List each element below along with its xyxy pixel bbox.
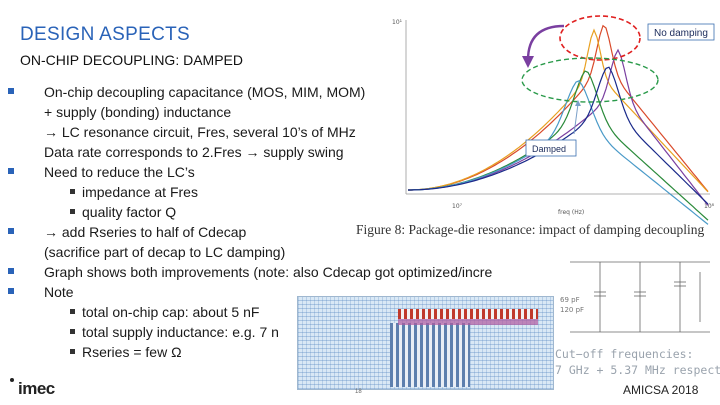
imec-logo: imec	[10, 378, 55, 399]
bullet-text: Data rate corresponds to 2.Fres → supply…	[44, 144, 344, 160]
bullet-list: On-chip decoupling capacitance (MOS, MIM…	[8, 82, 568, 362]
bullet-marker-icon	[8, 168, 14, 174]
y-tick-top: 10¹	[392, 19, 403, 26]
page-number: 18	[355, 389, 362, 395]
bullet-item: + supply (bonding) inductance	[8, 102, 568, 122]
bullet-item: Rseries = few Ω	[8, 342, 568, 362]
damped-label: Damped	[532, 144, 566, 154]
bullet-text: + supply (bonding) inductance	[44, 104, 232, 120]
bullet-marker-icon	[8, 88, 14, 94]
cutoff-line-2: 7 GHz + 5.37 MHz respect	[555, 363, 720, 377]
bullet-text: On-chip decoupling capacitance (MOS, MIM…	[44, 84, 366, 100]
bullet-marker-icon	[70, 309, 75, 314]
bullet-item: Need to reduce the LC’s	[8, 162, 568, 182]
bullet-text: (sacrifice part of decap to LC damping)	[44, 244, 286, 260]
cutoff-frequencies: Cut−off frequencies: 7 GHz + 5.37 MHz re…	[555, 346, 720, 378]
damped-ellipse	[521, 57, 659, 103]
impedance-plot: 10¹ 10⁷ 10⁸ freq (Hz) No damping Damped	[392, 15, 715, 225]
no-damping-label: No damping	[654, 28, 708, 39]
purple-arrow	[526, 24, 565, 61]
bullet-text: total on-chip cap: about 5 nF	[82, 304, 260, 320]
footer-text: AMICSA 2018	[623, 383, 699, 397]
bullet-text: → LC resonance circuit, Fres, several 10…	[44, 124, 356, 140]
bullet-text: impedance at Fres	[82, 184, 198, 200]
bullet-item: → add Rseries to half of Cdecap	[8, 222, 568, 242]
chip-layout-image	[297, 296, 554, 390]
cutoff-line-1: Cut−off frequencies:	[555, 347, 694, 361]
schematic-label-2: 120 pF	[560, 306, 584, 314]
slide-subtitle: ON-CHIP DECOUPLING: DAMPED	[20, 52, 243, 68]
bullet-item: → LC resonance circuit, Fres, several 10…	[8, 122, 568, 142]
bullet-text: total supply inductance: e.g. 7 n	[82, 324, 279, 340]
x-tick-2: 10⁸	[704, 203, 715, 210]
bullet-text: Note	[44, 284, 74, 300]
figure-caption: Figure 8: Package-die resonance: impact …	[356, 222, 705, 237]
bullet-item: quality factor Q	[8, 202, 568, 222]
no-damping-ellipse	[559, 15, 641, 61]
bullet-text: → add Rseries to half of Cdecap	[44, 224, 247, 240]
bullet-item: Graph shows both improvements (note: als…	[8, 262, 568, 282]
schematic-image: 69 pF 120 pF	[560, 261, 710, 333]
bullet-item: impedance at Fres	[8, 182, 568, 202]
impedance-curve	[408, 80, 709, 225]
bullet-item: total supply inductance: e.g. 7 n	[8, 322, 568, 342]
bullet-text: quality factor Q	[82, 204, 177, 220]
bullet-text: Graph shows both improvements (note: als…	[44, 264, 493, 280]
bullet-item: Data rate corresponds to 2.Fres → supply…	[8, 142, 568, 162]
bullet-marker-icon	[70, 329, 75, 334]
bullet-item: On-chip decoupling capacitance (MOS, MIM…	[8, 82, 568, 102]
bullet-marker-icon	[70, 189, 75, 194]
bullet-marker-icon	[8, 228, 14, 234]
bullet-marker-icon	[70, 349, 75, 354]
bullet-marker-icon	[8, 268, 14, 274]
bullet-text: Rseries = few Ω	[82, 344, 182, 360]
impedance-curve	[408, 28, 709, 193]
x-axis-label: freq (Hz)	[558, 209, 584, 216]
schematic-label-1: 69 pF	[560, 296, 580, 304]
bullet-item: total on-chip cap: about 5 nF	[8, 302, 568, 322]
bullet-marker-icon	[70, 209, 75, 214]
bullet-text: Need to reduce the LC’s	[44, 164, 195, 180]
bullet-item: (sacrifice part of decap to LC damping)	[8, 242, 568, 262]
slide-title: DESIGN ASPECTS	[20, 24, 190, 45]
x-tick-1: 10⁷	[452, 203, 463, 210]
bullet-marker-icon	[8, 288, 14, 294]
bullet-item: Note	[8, 282, 568, 302]
